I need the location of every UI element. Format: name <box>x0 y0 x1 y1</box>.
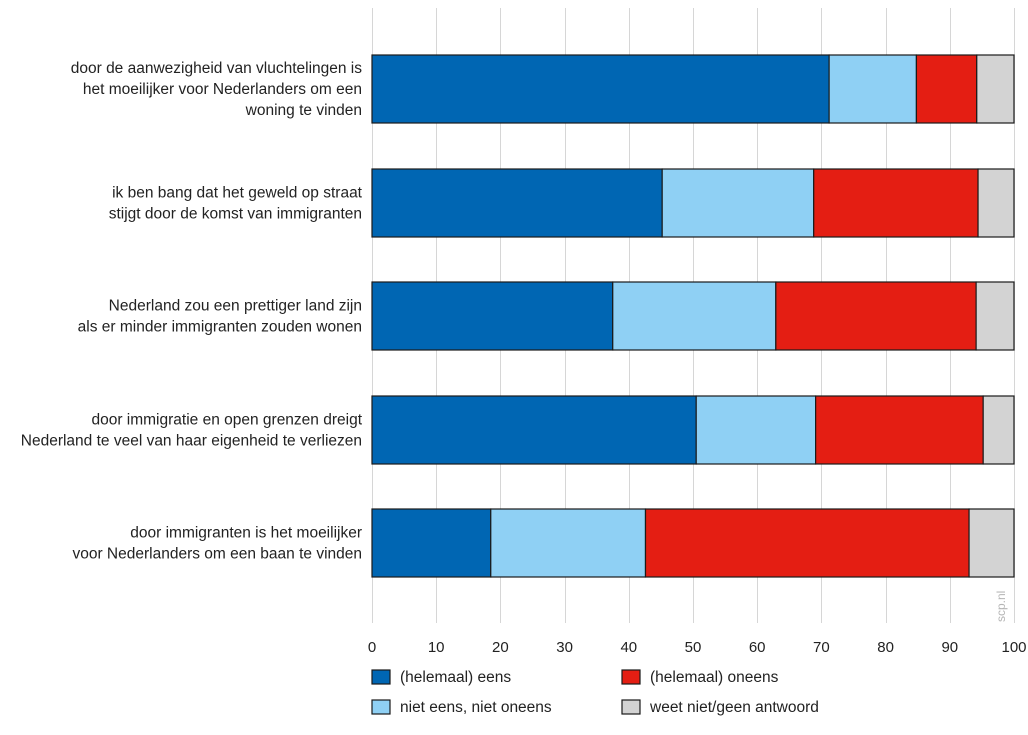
category-label: door immigranten is het moeilijker voor N… <box>72 525 362 563</box>
bar-segment <box>982 395 1015 465</box>
bar-segment <box>644 508 970 578</box>
bar-segment <box>612 281 777 351</box>
bar-segment <box>490 508 647 578</box>
x-tick-label: 80 <box>877 639 894 656</box>
bar-segment <box>661 168 815 238</box>
bar-row <box>371 395 1015 465</box>
legend-label: niet eens, niet oneens <box>400 699 552 716</box>
bar-segment <box>775 281 977 351</box>
bar-segment <box>915 54 978 124</box>
bar-segment <box>371 168 663 238</box>
category-label: Nederland zou een prettiger land zijn als… <box>78 298 362 336</box>
x-axis-ticks: 0 10 20 30 40 50 60 70 80 90 100 <box>368 639 1027 656</box>
bar-segment <box>371 508 492 578</box>
bar-row <box>371 54 1015 124</box>
x-tick-label: 0 <box>368 639 376 656</box>
x-tick-label: 60 <box>749 639 766 656</box>
bar-segment <box>976 54 1015 124</box>
bar-segment <box>813 168 979 238</box>
x-tick-label: 50 <box>685 639 702 656</box>
legend-item: (helemaal) oneens <box>621 669 779 686</box>
bar-segment <box>815 395 984 465</box>
x-tick-label: 90 <box>941 639 958 656</box>
category-label: door immigratie en open grenzen dreigt Ne… <box>21 412 363 450</box>
bar-segment <box>371 395 697 465</box>
x-tick-label: 10 <box>428 639 445 656</box>
bar-row <box>371 168 1015 238</box>
x-tick-label: 30 <box>556 639 573 656</box>
category-labels: door de aanwezigheid van vluchtelingen i… <box>21 60 363 563</box>
bars <box>371 54 1015 578</box>
legend-swatch <box>371 669 391 685</box>
bar-row <box>371 508 1015 578</box>
bar-segment <box>371 54 830 124</box>
legend-swatch <box>621 699 641 715</box>
legend-item: niet eens, niet oneens <box>371 699 552 716</box>
legend: (helemaal) eens (helemaal) oneens niet een… <box>371 669 819 716</box>
category-label: door de aanwezigheid van vluchtelingen i… <box>71 60 363 119</box>
bar-row <box>371 281 1015 351</box>
category-label: ik ben bang dat het geweld op straat stij… <box>109 185 363 223</box>
legend-swatch <box>621 669 641 685</box>
bar-segment <box>977 168 1015 238</box>
bar-segment <box>975 281 1015 351</box>
bar-segment <box>828 54 918 124</box>
legend-swatch <box>371 699 391 715</box>
x-tick-label: 40 <box>620 639 637 656</box>
legend-item: weet niet/geen antwoord <box>621 699 819 716</box>
x-tick-label: 100 <box>1001 639 1026 656</box>
x-tick-label: 70 <box>813 639 830 656</box>
watermark: scp.nl <box>994 591 1008 622</box>
bar-segment <box>371 281 614 351</box>
legend-item: (helemaal) eens <box>371 669 511 686</box>
bar-segment <box>968 508 1015 578</box>
legend-label: (helemaal) oneens <box>650 669 779 686</box>
legend-label: (helemaal) eens <box>400 669 511 686</box>
bar-segment <box>695 395 817 465</box>
x-tick-label: 20 <box>492 639 509 656</box>
legend-label: weet niet/geen antwoord <box>649 699 819 716</box>
